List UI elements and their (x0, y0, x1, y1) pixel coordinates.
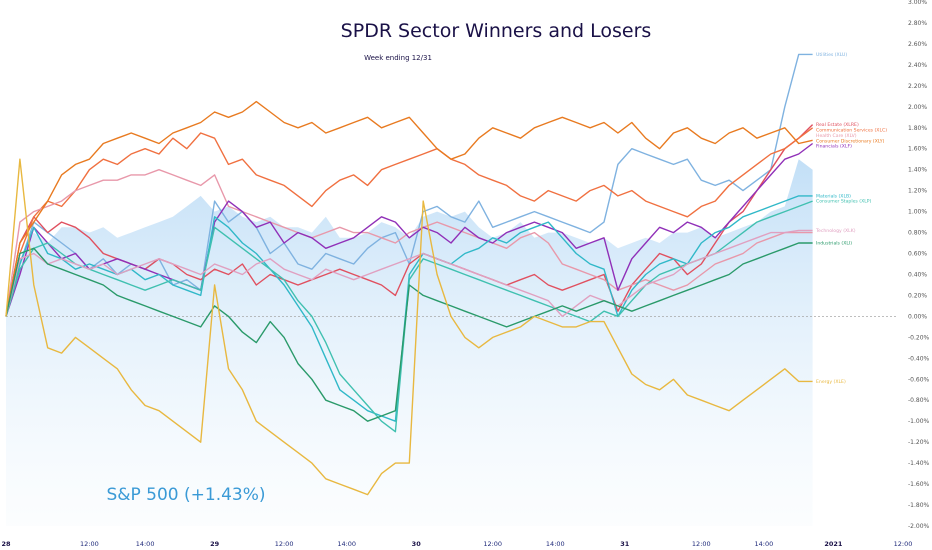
series-label: Communication Services (XLC) (816, 128, 887, 134)
y-tick-label: 1.60% (908, 146, 927, 153)
x-tick-label: 14:00 (337, 540, 356, 548)
chart-subtitle: Week ending 12/31 (364, 54, 432, 62)
y-tick-label: -1.20% (908, 439, 930, 446)
series-label: Technology (XLK) (815, 228, 856, 234)
series-line-5 (5, 142, 814, 317)
series-label: Real Estate (XLRE) (816, 122, 859, 128)
series-lines-layer (5, 53, 814, 496)
y-tick-label: 0.60% (908, 251, 927, 258)
series-label: Health Care (XLV) (816, 133, 857, 139)
sp500-annotation: S&P 500 (+1.43%) (106, 485, 265, 505)
sp500-area (6, 159, 813, 526)
x-axis: 28 12:00 14:00 29 12:00 14:00 30 12:00 14:00 31 12… (1, 540, 912, 548)
y-tick-label: -0.40% (908, 355, 930, 362)
y-tick-label: -0.60% (908, 376, 930, 383)
x-tick-label: 12:00 (483, 540, 502, 548)
series-line-10 (5, 158, 813, 496)
y-tick-label: 2.60% (908, 41, 927, 48)
y-tick-label: 1.40% (908, 167, 927, 174)
x-tick-label: 12:00 (692, 540, 711, 548)
x-tick-label: 2021 (824, 540, 843, 548)
series-label: Financials (XLF) (816, 144, 852, 150)
chart-title: SPDR Sector Winners and Losers (341, 20, 652, 42)
series-line-2 (5, 127, 814, 317)
y-tick-label: -2.00% (908, 523, 930, 530)
y-tick-label: -1.40% (908, 460, 930, 467)
x-tick-label: 31 (620, 540, 630, 548)
y-axis: 3.00% 2.80% 2.60% 2.40% 2.20% 2.00% 1.80% 1.60%… (908, 0, 930, 530)
y-tick-label: 3.00% (908, 0, 927, 6)
series-label: Industrials (XLI) (816, 241, 852, 247)
series-line-7 (5, 200, 813, 433)
x-tick-label: 14:00 (546, 540, 565, 548)
series-line-8 (5, 229, 813, 318)
y-tick-label: -0.20% (908, 334, 930, 341)
y-tick-label: 2.40% (908, 62, 927, 69)
x-tick-label: 12:00 (894, 540, 913, 548)
y-tick-label: 0.40% (908, 272, 927, 279)
y-tick-label: -1.80% (908, 502, 930, 509)
x-tick-label: 28 (1, 540, 11, 548)
y-tick-label: 0.20% (908, 292, 927, 299)
y-tick-label: -1.00% (908, 418, 930, 425)
series-label: Energy (XLE) (816, 379, 846, 385)
series-label: Consumer Discretionary (XLY) (816, 138, 885, 144)
y-tick-label: 0.80% (908, 230, 927, 237)
x-tick-label: 29 (210, 540, 220, 548)
series-label: Consumer Staples (XLP) (816, 199, 872, 205)
x-tick-label: 14:00 (136, 540, 155, 548)
y-tick-label: 1.80% (908, 125, 927, 132)
x-tick-label: 30 (412, 540, 422, 548)
series-line-9 (5, 242, 813, 422)
series-line-3 (5, 169, 813, 317)
series-label: Utilities (XLU) (816, 52, 847, 58)
y-tick-label: 0.00% (908, 313, 927, 320)
y-tick-label: 2.00% (908, 104, 927, 111)
x-tick-label: 14:00 (755, 540, 774, 548)
series-line-4 (5, 100, 813, 317)
x-tick-label: 12:00 (80, 540, 99, 548)
y-tick-label: 1.20% (908, 188, 927, 195)
y-tick-label: 1.00% (908, 209, 927, 216)
series-label: Materials (XLB) (816, 193, 851, 199)
series-labels-layer: Utilities (XLU) Real Estate (XLRE)Communi… (815, 52, 887, 385)
series-line-6 (5, 195, 813, 422)
x-tick-label: 12:00 (275, 540, 294, 548)
y-tick-label: -1.60% (908, 481, 930, 488)
y-tick-label: 2.80% (908, 20, 927, 27)
y-tick-label: -0.80% (908, 397, 930, 404)
y-tick-label: 2.20% (908, 83, 927, 90)
sp500-area-layer (6, 159, 813, 526)
